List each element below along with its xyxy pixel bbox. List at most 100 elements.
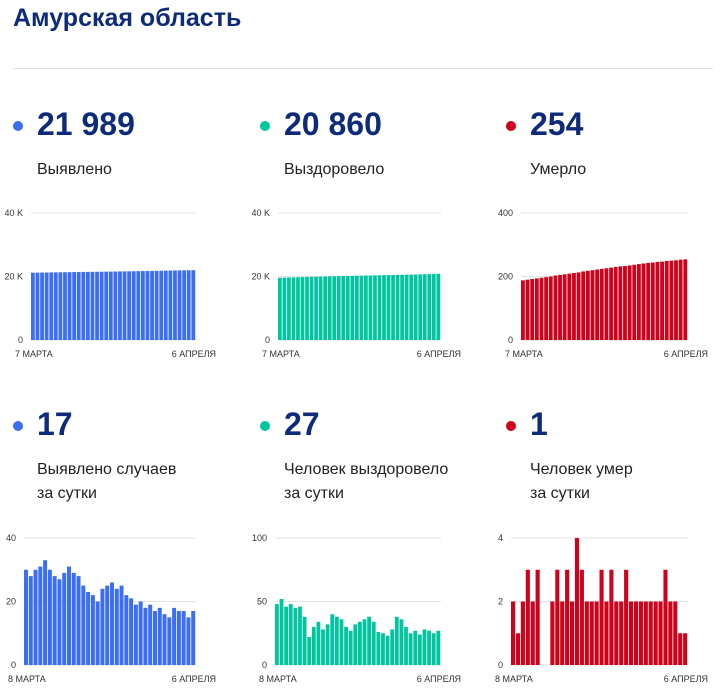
x-end-label: 6 АПРЕЛЯ	[664, 349, 708, 359]
bar	[678, 633, 683, 665]
bar	[511, 601, 516, 665]
legend-dot-icon	[13, 421, 23, 431]
bar	[399, 619, 404, 665]
bar	[345, 275, 350, 340]
bar	[669, 260, 674, 340]
bar	[530, 601, 535, 665]
bar	[344, 626, 348, 665]
bar	[67, 272, 72, 340]
legend-dot-icon	[506, 121, 516, 131]
bar	[291, 277, 296, 340]
bar	[683, 633, 688, 665]
bar	[282, 277, 287, 340]
bar	[395, 274, 400, 340]
bar	[570, 601, 575, 665]
bar	[417, 634, 422, 665]
bar	[321, 629, 325, 665]
bar	[353, 624, 358, 665]
bar	[141, 271, 145, 340]
x-end-label: 6 АПРЕЛЯ	[417, 349, 461, 359]
bar	[168, 270, 173, 340]
bar	[300, 277, 305, 340]
bar	[599, 268, 604, 340]
bar-chart: 40 K 20 K 0 7 МАРТА 6 АПРЕЛЯ	[4, 208, 216, 359]
stat-value: 27	[284, 406, 320, 442]
bar	[678, 259, 683, 340]
bar	[296, 277, 300, 340]
bar	[148, 604, 153, 665]
stat-label: Выявлено	[37, 161, 112, 178]
bar	[413, 274, 418, 340]
x-start-label: 8 МАРТА	[259, 674, 297, 684]
y-tick-label: 20 K	[251, 272, 270, 282]
bar	[521, 280, 525, 340]
bar	[47, 569, 52, 665]
bar	[302, 616, 307, 665]
bar	[323, 276, 328, 340]
bar	[81, 271, 86, 340]
bar	[38, 566, 43, 665]
bar	[427, 274, 432, 340]
bar	[609, 267, 613, 340]
bar	[436, 273, 441, 340]
bar	[431, 633, 436, 665]
stat-label: Человек выздоровело	[284, 461, 449, 478]
bar	[49, 272, 54, 340]
bar	[664, 260, 669, 340]
bar	[368, 275, 373, 340]
bar	[544, 277, 549, 340]
bar	[28, 576, 33, 665]
bar	[595, 269, 600, 340]
stat-label: Выздоровело	[284, 161, 385, 178]
bar	[660, 261, 665, 340]
bar	[619, 601, 624, 665]
divider	[13, 68, 713, 69]
bar	[72, 272, 77, 340]
bar	[520, 601, 525, 665]
bar	[86, 591, 91, 665]
y-tick-label: 40 K	[4, 208, 23, 218]
x-start-label: 7 МАРТА	[262, 349, 300, 359]
bar	[53, 272, 58, 340]
bar	[33, 569, 38, 665]
bar	[287, 277, 291, 340]
bar	[181, 611, 186, 665]
bar	[177, 270, 182, 340]
y-tick-label: 0	[262, 660, 267, 670]
bar	[339, 619, 344, 665]
bar	[567, 273, 572, 340]
bar	[629, 601, 634, 665]
bar	[159, 270, 164, 340]
x-end-label: 6 АПРЕЛЯ	[172, 674, 216, 684]
bar	[293, 607, 298, 665]
y-tick-label: 0	[11, 660, 16, 670]
legend-dot-icon	[13, 121, 23, 131]
bar	[186, 270, 191, 340]
x-start-label: 7 МАРТА	[15, 349, 53, 359]
stat-value: 1	[530, 406, 548, 442]
stat-value: 254	[530, 106, 584, 142]
bar	[71, 572, 76, 665]
bar	[172, 607, 177, 665]
page-title: Амурская область	[13, 4, 242, 32]
bar	[354, 275, 359, 340]
x-start-label: 8 МАРТА	[8, 674, 46, 684]
bar	[348, 630, 353, 665]
bar	[138, 601, 143, 665]
bar	[114, 588, 119, 665]
bar	[418, 274, 423, 340]
bar	[163, 270, 168, 340]
stat-value: 17	[37, 406, 73, 442]
bar	[572, 273, 576, 340]
bar	[584, 601, 589, 665]
bar	[614, 601, 619, 665]
bar	[390, 629, 395, 665]
stat-label: Человек умер	[530, 461, 633, 478]
bar	[118, 271, 122, 340]
bar	[422, 629, 427, 665]
bar	[90, 595, 95, 665]
bar	[422, 274, 427, 340]
bar	[358, 621, 362, 665]
bar	[643, 601, 648, 665]
bar	[76, 576, 81, 665]
